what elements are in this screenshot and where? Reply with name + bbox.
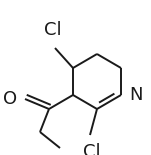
- Text: N: N: [129, 86, 143, 104]
- Text: Cl: Cl: [83, 143, 101, 155]
- Text: Cl: Cl: [44, 21, 62, 39]
- Text: O: O: [3, 90, 17, 108]
